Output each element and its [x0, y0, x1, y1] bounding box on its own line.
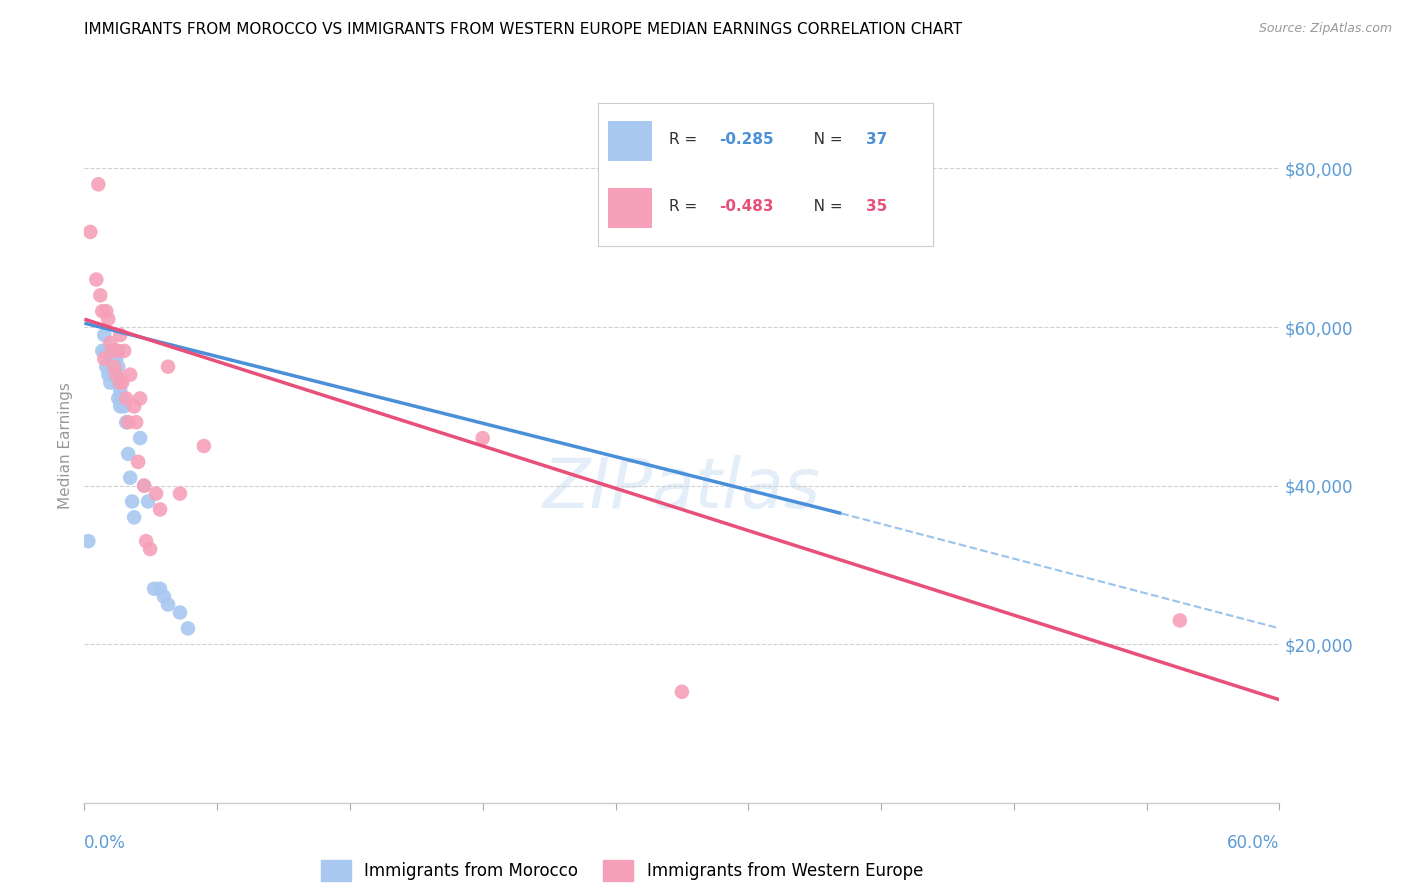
Point	[111, 392, 134, 406]
Point	[120, 471, 142, 485]
Point	[107, 376, 129, 390]
Point	[127, 455, 149, 469]
Point	[112, 400, 135, 414]
Point	[117, 447, 139, 461]
Point	[93, 328, 115, 343]
Point	[103, 359, 125, 374]
Point	[121, 494, 143, 508]
Point	[98, 351, 121, 366]
Point	[101, 343, 124, 358]
Text: 60.0%: 60.0%	[1227, 834, 1279, 852]
Point	[98, 335, 121, 350]
Point	[111, 376, 134, 390]
Point	[107, 392, 129, 406]
Point	[107, 359, 129, 374]
Point	[1168, 614, 1191, 628]
Text: Source: ZipAtlas.com: Source: ZipAtlas.com	[1258, 22, 1392, 36]
Point	[112, 343, 135, 358]
Point	[105, 351, 128, 366]
Point	[145, 486, 167, 500]
Point	[97, 368, 120, 382]
Point	[169, 606, 191, 620]
Point	[97, 312, 120, 326]
Legend: Immigrants from Morocco, Immigrants from Western Europe: Immigrants from Morocco, Immigrants from…	[315, 854, 929, 888]
Point	[117, 415, 139, 429]
Point	[98, 376, 121, 390]
Point	[122, 400, 145, 414]
Point	[136, 494, 159, 508]
Point	[115, 392, 138, 406]
Point	[129, 392, 152, 406]
Point	[153, 590, 176, 604]
Point	[77, 534, 100, 549]
Point	[132, 478, 156, 492]
Point	[122, 510, 145, 524]
Point	[107, 343, 129, 358]
Point	[169, 486, 191, 500]
Point	[103, 368, 125, 382]
Point	[110, 384, 132, 398]
Y-axis label: Median Earnings: Median Earnings	[58, 383, 73, 509]
Point	[110, 328, 132, 343]
Point	[193, 439, 215, 453]
Point	[149, 582, 172, 596]
Point	[96, 343, 118, 358]
Point	[125, 415, 148, 429]
Text: 0.0%: 0.0%	[84, 834, 127, 852]
Point	[96, 304, 118, 318]
Point	[110, 376, 132, 390]
Point	[157, 359, 180, 374]
Point	[101, 359, 124, 374]
Point	[135, 534, 157, 549]
Point	[103, 343, 125, 358]
Point	[157, 598, 180, 612]
Point	[79, 225, 101, 239]
Point	[91, 304, 114, 318]
Point	[91, 343, 114, 358]
Point	[132, 478, 156, 492]
Text: ZIPatlas: ZIPatlas	[543, 455, 821, 523]
Point	[110, 400, 132, 414]
Point	[143, 582, 166, 596]
Point	[93, 351, 115, 366]
Point	[105, 368, 128, 382]
Point	[86, 272, 108, 286]
Point	[129, 431, 152, 445]
Point	[115, 415, 138, 429]
Point	[101, 343, 124, 358]
Point	[149, 502, 172, 516]
Point	[671, 685, 693, 699]
Point	[177, 621, 200, 635]
Point	[105, 343, 128, 358]
Point	[89, 288, 111, 302]
Text: IMMIGRANTS FROM MOROCCO VS IMMIGRANTS FROM WESTERN EUROPE MEDIAN EARNINGS CORREL: IMMIGRANTS FROM MOROCCO VS IMMIGRANTS FR…	[84, 22, 963, 37]
Point	[139, 542, 162, 557]
Point	[471, 431, 494, 445]
Point	[87, 178, 110, 192]
Point	[105, 368, 128, 382]
Point	[96, 359, 118, 374]
Point	[120, 368, 142, 382]
Point	[103, 351, 125, 366]
